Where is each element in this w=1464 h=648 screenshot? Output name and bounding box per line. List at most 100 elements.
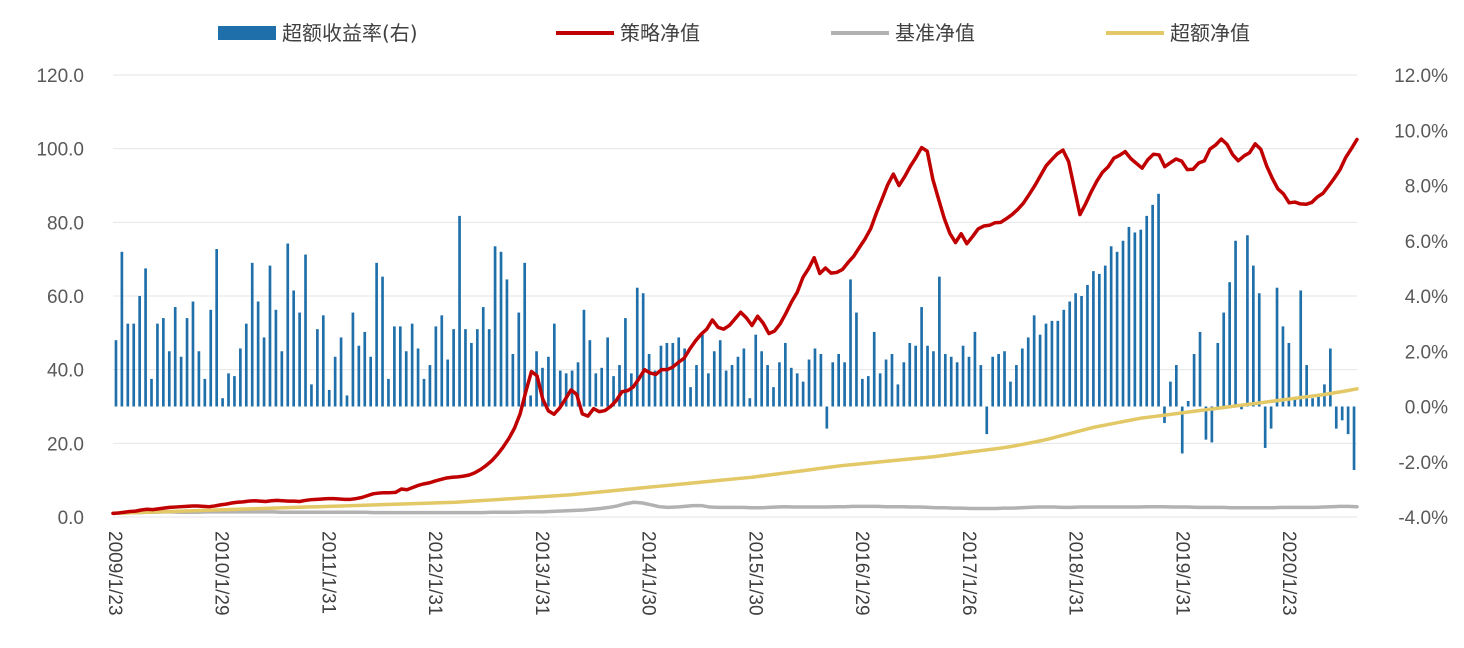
excess-return-bar [695, 365, 698, 407]
excess-return-bar [878, 373, 882, 407]
excess-return-bar [819, 354, 823, 407]
excess-return-bar [712, 351, 716, 407]
excess-return-bar [487, 329, 491, 407]
excess-return-bar [1275, 287, 1279, 407]
excess-return-bar [849, 279, 852, 407]
excess-return-bar [410, 323, 414, 407]
x-tick-label: 2011/1/31 [318, 531, 339, 614]
excess-return-bar [446, 359, 450, 407]
excess-return-bar [1127, 226, 1131, 407]
excess-return-bar [600, 367, 604, 407]
right-tick-label: 6.0% [1405, 232, 1448, 253]
excess-return-bar [321, 315, 325, 407]
excess-return-bar [1121, 240, 1125, 407]
excess-return-bar [114, 340, 118, 407]
legend-label: 策略净值 [620, 21, 700, 45]
excess-return-bar [1086, 284, 1089, 407]
excess-return-bar [1311, 398, 1314, 407]
excess-return-bar [1056, 320, 1060, 407]
excess-return-bar [1263, 406, 1267, 448]
left-tick-label: 40.0 [47, 361, 84, 382]
excess-return-bar [778, 362, 781, 407]
excess-return-bar [926, 345, 929, 407]
excess-return-bar [150, 378, 153, 407]
legend-swatch-bar [218, 26, 276, 40]
excess-return-bar [795, 373, 799, 407]
excess-return-bar [298, 312, 301, 407]
excess-return-bar [701, 334, 704, 407]
excess-return-bar [1020, 348, 1024, 407]
excess-return-bar [233, 376, 236, 407]
excess-return-bar [1204, 406, 1208, 440]
left-tick-label: 20.0 [47, 434, 84, 455]
excess-return-bar [624, 318, 627, 407]
legend-item: 超额收益率(右) [218, 21, 418, 45]
excess-return-bar [564, 373, 568, 407]
x-tick-label: 2018/1/31 [1065, 531, 1086, 616]
excess-return-bar [517, 312, 521, 407]
excess-return-bar [884, 359, 888, 407]
excess-return-bar [760, 351, 763, 407]
excess-return-bar [659, 345, 663, 407]
right-tick-label: 8.0% [1405, 177, 1448, 198]
excess-return-bar [523, 262, 527, 407]
excess-return-bar [618, 365, 621, 407]
excess-return-bar [831, 362, 835, 407]
right-tick-label: 4.0% [1405, 287, 1448, 308]
excess-return-bar [1198, 331, 1202, 407]
excess-return-bar [1317, 395, 1320, 407]
excess-return-bar [938, 276, 941, 407]
excess-return-bar [1293, 398, 1297, 407]
excess-return-bar [162, 318, 165, 407]
excess-return-bar [547, 356, 550, 407]
excess-return-bar [784, 342, 787, 407]
excess-return-bar [422, 378, 426, 407]
x-tick-label: 2016/1/29 [851, 531, 872, 616]
excess-return-bar [825, 406, 829, 429]
axes: 0.0 20.0 40.0 60.0 80.0 100.0 120.0 -4.0% -2.0% 0… [36, 66, 1448, 616]
x-tick-label: 2013/1/31 [531, 531, 552, 616]
excess-return-bar [244, 323, 248, 407]
excess-return-bar [955, 362, 959, 407]
excess-return-bar [1352, 406, 1356, 471]
excess-return-bar [120, 251, 124, 407]
excess-return-bar [855, 312, 858, 407]
excess-return-bar [1133, 232, 1137, 407]
excess-return-bar [1299, 290, 1303, 407]
excess-return-bar [339, 337, 343, 407]
right-tick-label: -2.0% [1398, 453, 1448, 474]
x-tick-label: 2015/1/30 [744, 531, 765, 616]
excess-return-bar [1038, 334, 1042, 407]
right-tick-label: -4.0% [1398, 508, 1448, 529]
excess-return-bar [179, 356, 183, 407]
legend-label: 超额净值 [1170, 21, 1250, 45]
excess-return-bar [1026, 337, 1030, 407]
excess-return-bar [908, 342, 912, 407]
excess-return-bar [1062, 309, 1066, 407]
legend-label: 基准净值 [895, 21, 975, 45]
legend-label: 超额收益率(右) [282, 21, 418, 45]
excess-return-bar [511, 354, 515, 407]
excess-return-bar [707, 373, 710, 407]
excess-return-bar [464, 329, 467, 407]
excess-return-bar [1157, 193, 1160, 407]
excess-return-bar [772, 387, 775, 407]
excess-return-bar [268, 265, 272, 407]
excess-return-bar [333, 356, 337, 407]
excess-return-bar [635, 287, 639, 407]
excess-return-bar [475, 329, 479, 407]
excess-return-bar [1305, 365, 1308, 407]
excess-return-bar [167, 351, 171, 407]
excess-return-bar [481, 307, 485, 407]
excess-return-bar [612, 376, 615, 407]
excess-return-bar [766, 365, 769, 407]
excess-return-bar [1222, 312, 1226, 407]
excess-return-bar [541, 367, 544, 407]
x-tick-label: 2014/1/30 [638, 531, 659, 616]
excess-return-bar [1228, 282, 1231, 407]
x-tick-label: 2012/1/31 [424, 531, 445, 616]
excess-return-bar [1050, 320, 1054, 407]
excess-return-bar [837, 354, 840, 407]
excess-return-bar [375, 262, 378, 407]
